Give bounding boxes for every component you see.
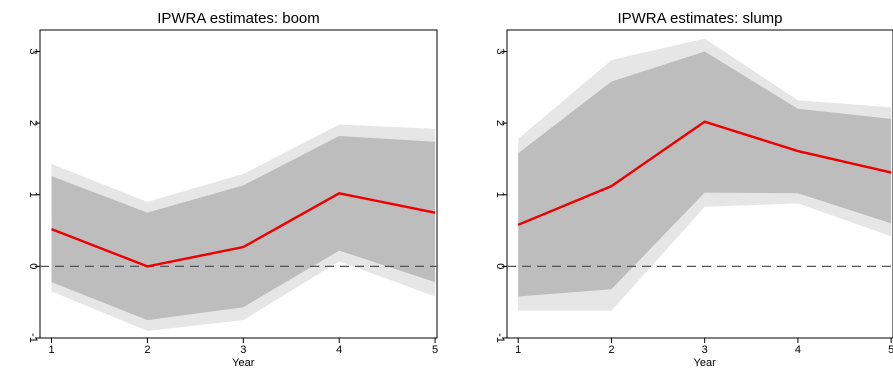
- panel-1-x-tick-label: 3: [240, 344, 246, 356]
- panel-2-x-tick-label: 4: [795, 344, 801, 356]
- panel-1-title: IPWRA estimates: boom: [157, 10, 320, 27]
- panel-2-y-tick-label: 1: [494, 192, 506, 198]
- panel-2-inner-band: [518, 51, 892, 297]
- panel-1-x-tick-label: 2: [144, 344, 150, 356]
- panel-1-x-tick-label: 1: [48, 344, 54, 356]
- panel-1-y-tick-label: 2: [27, 120, 39, 126]
- panel-2-x-tick-label: 2: [608, 344, 614, 356]
- panel-1-y-tick-label: -1: [27, 333, 39, 343]
- panel-2: IPWRA estimates: slump 1 2 3 4 5 Year -1 0 1 2 3: [494, 10, 893, 369]
- panel-2-frame: [506, 29, 893, 339]
- panel-2-x-tick-label: 3: [702, 344, 708, 356]
- panel-1-y-tick-label: 0: [27, 263, 39, 269]
- panel-1-frame: [39, 29, 438, 339]
- panel-1-x-tick-label: 4: [336, 344, 342, 356]
- panel-1-y-tick-label: 1: [27, 192, 39, 198]
- panel-1-inner-band: [51, 136, 436, 321]
- panel-2-y-tick-label: 3: [494, 48, 506, 54]
- panel-2-x-axis-label: Year: [694, 357, 717, 369]
- panel-2-y-tick-label: -1: [494, 333, 506, 343]
- panel-2-x-tick-label: 1: [515, 344, 521, 356]
- panel-1-x-tick-label: 5: [432, 344, 438, 356]
- panel-2-y-tick-label: 2: [494, 120, 506, 126]
- panel-2-x-tick-label: 5: [888, 344, 893, 356]
- panel-1-x-axis-label: Year: [232, 357, 255, 369]
- panel-2-title: IPWRA estimates: slump: [617, 10, 782, 27]
- panel-1-estimate-line: [51, 192, 436, 268]
- panel-2-y-tick-label: 0: [494, 263, 506, 269]
- panel-1: IPWRA estimates: boom 1 2 3 4 5 Year -1 0 1 2 3: [27, 10, 438, 369]
- panel-2-estimate-line: [517, 120, 892, 226]
- panel-1-y-tick-label: 3: [27, 48, 39, 54]
